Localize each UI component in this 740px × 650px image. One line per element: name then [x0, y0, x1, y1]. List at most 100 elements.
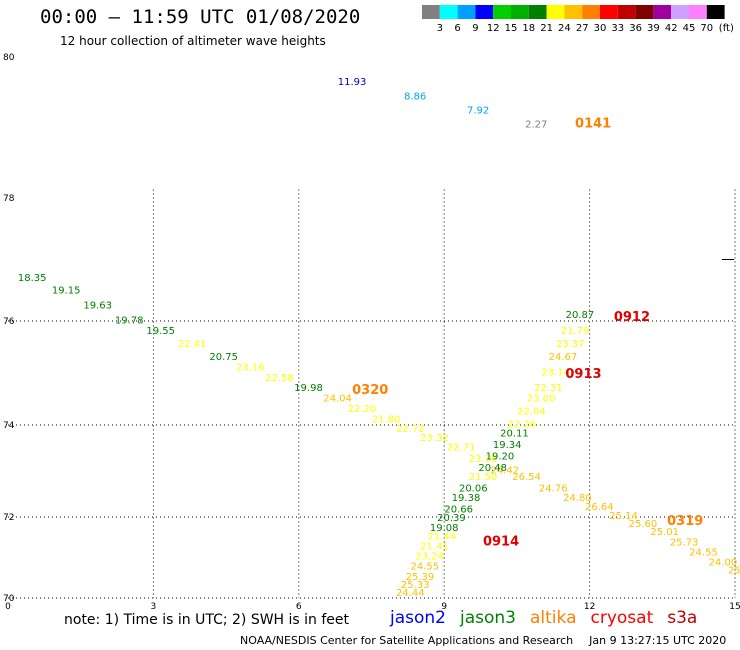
satellite-jason3: jason3: [460, 608, 516, 628]
chart-subtitle: 12 hour collection of altimeter wave hei…: [60, 34, 326, 48]
x-tick-label: 15: [729, 602, 740, 612]
satellite-cryosat: cryosat: [590, 608, 654, 628]
satellite-altika: altika: [530, 608, 577, 628]
wave-height-point: 20.11: [500, 429, 529, 440]
wave-height-point: 22.04: [517, 407, 546, 418]
colorbar-legend: 3 6 9 12 15 18 21 24 27 30 33 36 39 42 45 70 (ft): [422, 5, 734, 34]
colorbar-swatch: [422, 5, 440, 19]
colorbar-tick: 30: [594, 23, 607, 34]
colorbar-tick: 3: [437, 23, 443, 34]
footer-credit: NOAA/NESDIS Center for Satellite Applica…: [240, 634, 574, 647]
wave-height-point: 2.27: [525, 120, 547, 131]
colorbar-swatch: [706, 5, 725, 19]
wave-height-point: 23.16: [236, 362, 265, 373]
wave-height-point: 19.55: [146, 326, 175, 337]
x-tick-label: 3: [151, 602, 157, 612]
wave-height-point: 25.39: [406, 572, 435, 583]
y-tick-label: 78: [3, 194, 15, 204]
wave-height-point: 19.38: [452, 493, 481, 504]
colorbar-tick: 24: [558, 23, 571, 34]
y-tick-label: 72: [3, 513, 14, 523]
wave-height-point: 22.71: [447, 442, 476, 453]
wave-height-point: 20.66: [444, 504, 473, 515]
wave-height-point: 19.78: [115, 316, 144, 327]
wave-height-point: 19.08: [430, 523, 459, 534]
wave-height-point: 11.93: [338, 77, 367, 88]
wave-height-point: 25.73: [670, 537, 699, 548]
pass-time-label: 0319: [667, 514, 703, 529]
colorbar-tick: 70: [700, 23, 713, 34]
satellite-legend: jason2 jason3 altika cryosat s3a: [390, 608, 711, 628]
note-text: note: 1) Time is in UTC; 2) SWH is in fe…: [64, 612, 350, 628]
colorbar-swatch: [689, 5, 707, 19]
colorbar-tick: 27: [576, 23, 589, 34]
footer: NOAA/NESDIS Center for Satellite Applica…: [240, 634, 726, 647]
pass-time-label: 0912: [614, 310, 650, 325]
wave-height-point: 22.41: [178, 339, 207, 350]
wave-height-point: 19.15: [52, 285, 81, 296]
wave-height-point: 24.00: [709, 558, 738, 569]
y-tick-label: 74: [3, 421, 15, 431]
wave-height-point: 25.01: [650, 527, 679, 538]
wave-height-point: 24.80: [563, 493, 592, 504]
y-tick-label: 80: [3, 53, 15, 63]
y-tick-label: 70: [3, 594, 15, 604]
wave-height-point: 20.48: [478, 463, 507, 474]
colorbar-tick: 36: [629, 23, 642, 34]
colorbar-tick: 15: [505, 23, 518, 34]
wave-height-point: 19.20: [486, 452, 515, 463]
x-tick-label: 6: [296, 602, 302, 612]
wave-height-point: 7.92: [467, 105, 489, 116]
x-tick-label: 9: [441, 602, 447, 612]
pass-time-label: 0913: [565, 367, 601, 382]
colorbar-tick: 6: [454, 23, 460, 34]
wave-height-point: 25.60: [629, 519, 658, 530]
colorbar-tick: 21: [540, 23, 553, 34]
wave-height-point: 24.67: [549, 352, 578, 363]
wave-height-point: 20.87: [566, 310, 595, 321]
y-tick-label: 76: [3, 317, 15, 327]
colorbar-tick: 18: [522, 23, 535, 34]
x-tick-label: 12: [584, 602, 595, 612]
colorbar-tick: 9: [472, 23, 478, 34]
wave-height-point: 22.58: [265, 373, 294, 384]
colorbar-swatch: [671, 5, 689, 19]
colorbar-swatch: [617, 5, 636, 19]
colorbar-swatch: [493, 5, 511, 19]
colorbar-tick: 33: [611, 23, 624, 34]
wave-height-point: 21.80: [372, 414, 401, 425]
wave-height-point: 22.26: [507, 419, 536, 430]
colorbar-swatch: [653, 5, 672, 19]
wave-height-point: 24.76: [539, 484, 568, 495]
wave-height-point: 21.41: [420, 541, 449, 552]
wave-height-point: 26.64: [585, 502, 614, 513]
wave-height-point: 24.42: [490, 465, 519, 476]
chart-title: 00:00 — 11:59 UTC 01/08/2020: [40, 6, 361, 28]
wave-height-point: 20.75: [209, 352, 238, 363]
colorbar-swatch: [528, 5, 547, 19]
wave-height-point: 22.20: [347, 404, 376, 415]
wave-height-point: 23.37: [556, 339, 585, 350]
pass-time-label: 0914: [483, 534, 519, 549]
wave-height-point: 21.50: [469, 472, 498, 483]
wave-height-point: 21.79: [561, 326, 590, 337]
wave-height-point: 26.54: [512, 472, 541, 483]
wave-height-point: 25.33: [401, 580, 430, 591]
wave-height-point: 22.31: [534, 383, 563, 394]
colorbar-tick: 42: [665, 23, 678, 34]
wave-height-point: 19.98: [294, 383, 323, 394]
wave-height-point: 25.78: [728, 566, 740, 577]
wave-height-point: 19.34: [493, 440, 522, 451]
wave-height-point: 25.14: [609, 511, 638, 522]
colorbar-swatch: [475, 5, 494, 19]
colorbar-tick: 12: [487, 23, 500, 34]
x-tick-label: 0: [5, 602, 11, 612]
colorbar-swatch: [582, 5, 600, 19]
colorbar-swatch: [511, 5, 529, 19]
wave-height-point: 24.55: [689, 547, 718, 558]
wave-height-point: 23.00: [527, 394, 556, 405]
wave-height-point: 24.04: [323, 394, 352, 405]
satellite-jason2: jason2: [390, 608, 446, 628]
pass-time-label: 0141: [575, 117, 611, 132]
wave-height-point: 24.44: [396, 588, 425, 599]
